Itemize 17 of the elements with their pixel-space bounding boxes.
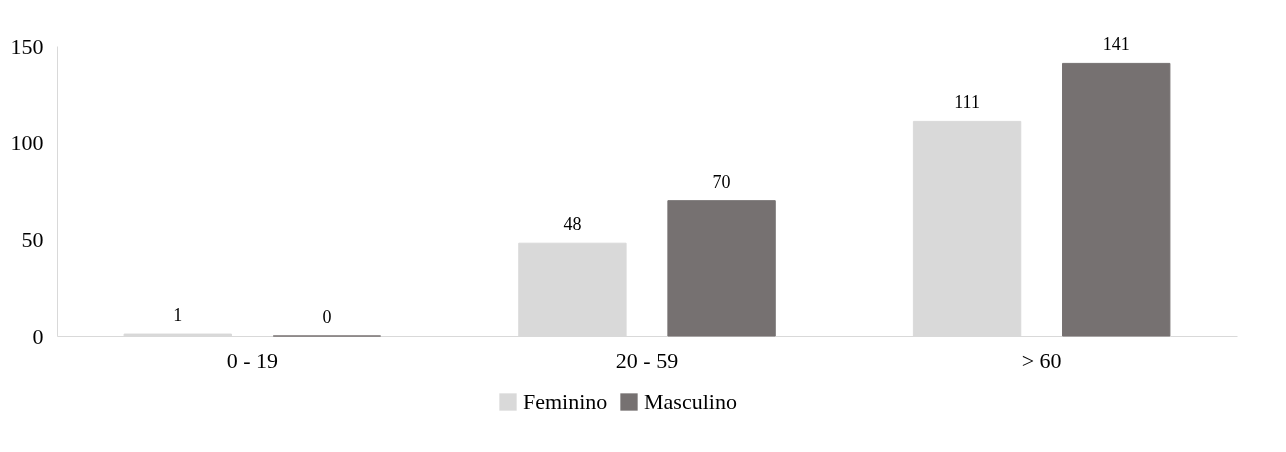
bar <box>1062 62 1171 337</box>
data-label: 1 <box>173 305 183 326</box>
data-label: 48 <box>563 214 582 235</box>
bar <box>667 200 776 337</box>
x-tick-label: > 60 <box>1021 347 1062 373</box>
y-tick-label: 50 <box>21 226 44 252</box>
y-tick-label: 150 <box>10 33 44 59</box>
legend-label: Feminino <box>523 389 608 414</box>
legend-label: Masculino <box>644 389 737 414</box>
y-tick-label: 0 <box>32 323 44 349</box>
x-tick-label: 0 - 19 <box>226 347 279 373</box>
data-label: 70 <box>712 171 731 192</box>
data-label: 141 <box>1102 34 1130 55</box>
data-label: 111 <box>954 92 980 113</box>
x-tick-label: 20 - 59 <box>615 347 679 373</box>
data-label: 0 <box>322 307 332 327</box>
y-tick-label: 100 <box>10 130 44 156</box>
